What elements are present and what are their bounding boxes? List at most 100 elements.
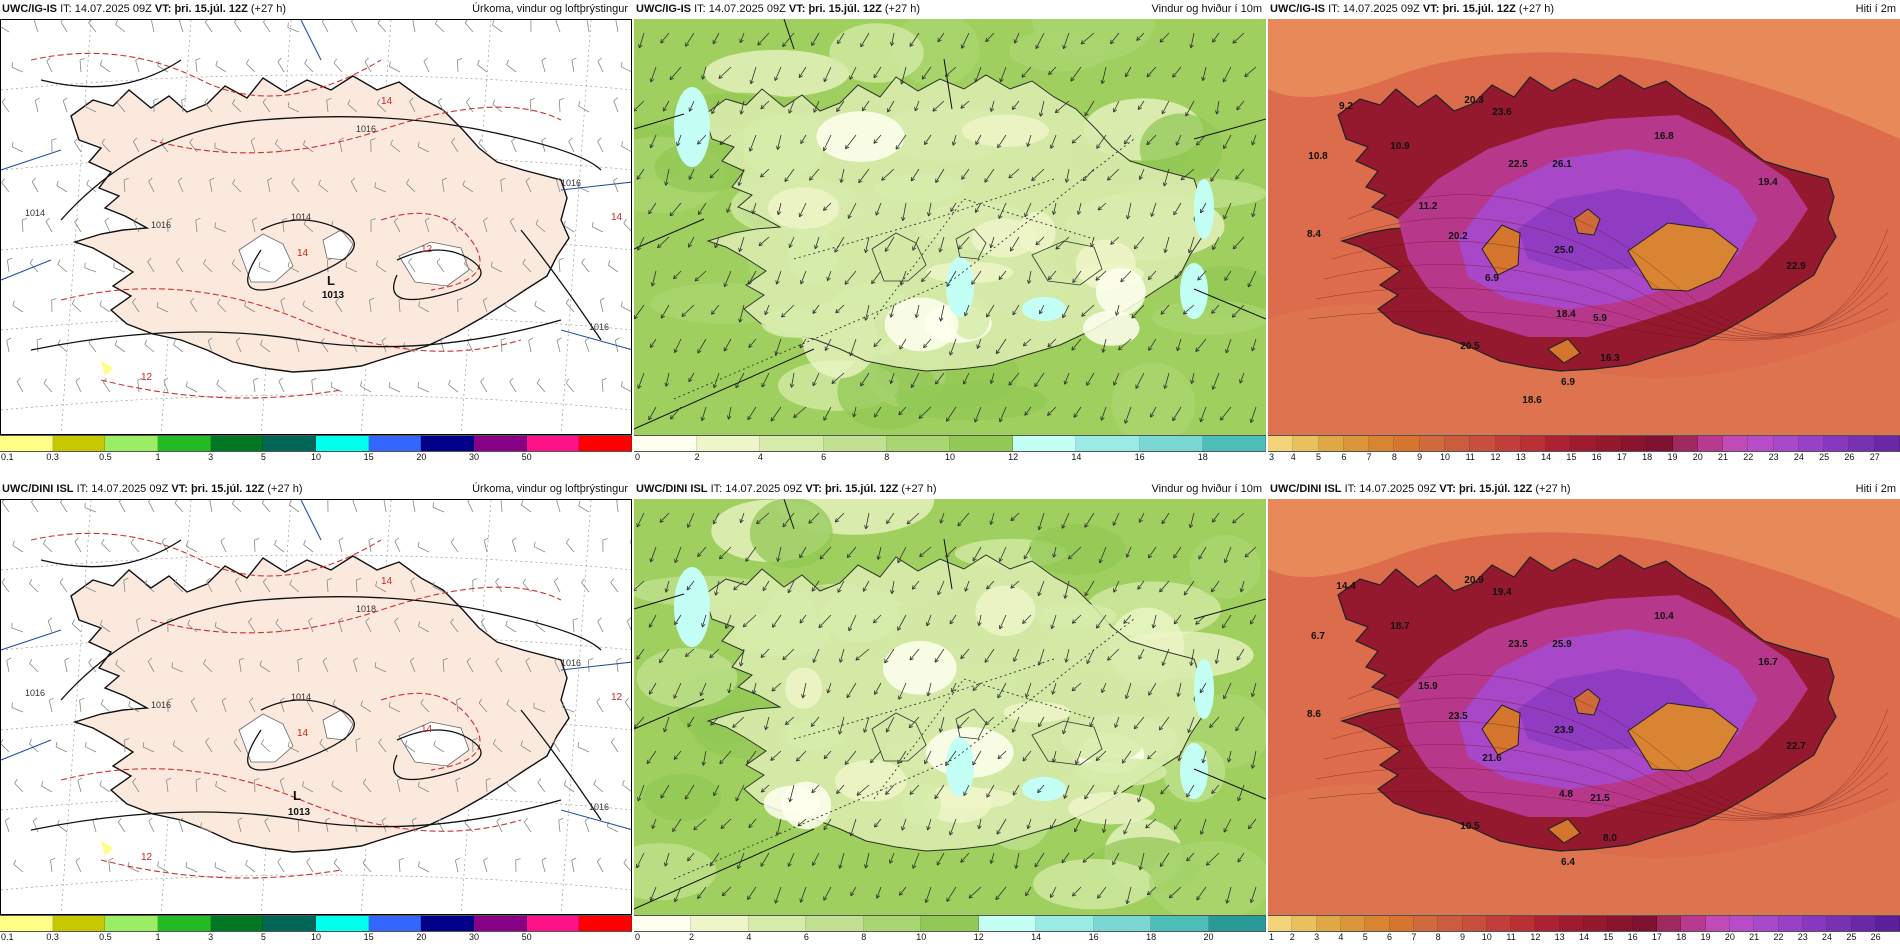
wind-barb-flag xyxy=(556,177,561,181)
wind-map[interactable] xyxy=(634,19,1266,435)
wind-arrow-head xyxy=(657,243,662,249)
wind-arrow xyxy=(1064,372,1070,385)
boundary-line xyxy=(300,20,322,61)
wind-arrow xyxy=(733,580,745,591)
isobar xyxy=(60,596,602,701)
wind-arrow-head xyxy=(900,80,905,85)
wind-arrow-head xyxy=(936,861,941,866)
precip-map[interactable]: 1018 1016 1016 1014 1016 1016 14 14 14 12 12 L 1013 xyxy=(0,499,632,915)
wind-arrow xyxy=(1159,716,1170,731)
wind-barb xyxy=(1,182,10,193)
wind-barb xyxy=(555,20,561,33)
wind-arrow-head xyxy=(945,552,950,558)
wind-arrow-head xyxy=(1186,792,1191,798)
wind-arrow xyxy=(865,304,870,321)
wind-speed-patch xyxy=(1095,268,1146,316)
wind-arrow xyxy=(853,406,857,418)
wind-barb-flag xyxy=(523,818,528,823)
wind-arrow xyxy=(1084,512,1095,528)
wind-barb xyxy=(246,63,256,73)
isobar xyxy=(392,729,482,781)
wind-arrow-head xyxy=(1110,240,1115,245)
wind-barb-flag xyxy=(49,697,54,701)
wind-arrow xyxy=(899,338,907,350)
wind-arrow xyxy=(1084,580,1095,597)
wind-barb xyxy=(238,660,242,673)
wind-arrow-head xyxy=(1232,244,1238,250)
wind-barb xyxy=(493,743,503,753)
wind-arrow xyxy=(1200,202,1207,214)
wind-barb-flag xyxy=(424,217,430,221)
wind-arrow-head xyxy=(852,412,857,418)
wind-barb-flag xyxy=(232,178,236,184)
temperature-value-label: 20.3 xyxy=(1464,95,1484,106)
wind-arrow xyxy=(808,512,820,524)
wind-map[interactable] xyxy=(634,499,1266,915)
wind-barb xyxy=(406,183,416,193)
wind-arrow xyxy=(1065,168,1070,183)
temp-map[interactable]: 14.4 6.7 18.7 20.9 19.4 23.5 25.9 10.4 16.7 8.6 15… xyxy=(1268,499,1900,915)
lead-time: (+27 h) xyxy=(1518,3,1555,15)
colorbar-tick-label: 16 xyxy=(1627,932,1638,942)
wind-barb xyxy=(261,502,271,513)
temp-map[interactable]: 9.2 10.8 10.9 20.3 23.6 22.5 26.1 16.8 19.4 8.4 11… xyxy=(1268,19,1900,435)
low-pressure-value: 1013 xyxy=(288,807,311,818)
wind-barb-flag xyxy=(190,297,194,303)
wind-arrow xyxy=(738,168,745,186)
wind-arrow xyxy=(726,202,732,213)
wind-arrow xyxy=(914,100,920,112)
wind-barb xyxy=(608,264,619,273)
wind-barb xyxy=(556,180,561,193)
wind-arrow-head xyxy=(960,44,965,49)
wind-barb xyxy=(303,223,314,233)
precip-map[interactable]: 1016 1016 1014 1014 1016 1016 14 14 12 12 14 L 1013 xyxy=(0,19,632,435)
wind-arrow-head xyxy=(1249,898,1255,904)
wind-barb xyxy=(232,503,242,513)
wind-arrow-head xyxy=(721,891,727,897)
wind-arrow-head xyxy=(1189,661,1194,666)
wind-barb xyxy=(333,862,343,873)
wind-barb xyxy=(186,546,198,553)
wind-arrow-head xyxy=(909,656,914,661)
wind-barb xyxy=(1,743,10,753)
colorbar-tick-label: 0.5 xyxy=(99,452,112,462)
temperature-isoline xyxy=(380,692,481,771)
wind-barb-flag xyxy=(311,377,317,381)
wind-arrow-head xyxy=(1071,346,1076,351)
wind-arrow-head xyxy=(664,181,669,186)
wind-arrow xyxy=(799,202,807,218)
wind-arrow-head xyxy=(799,619,804,624)
wind-arrow-head xyxy=(974,418,979,423)
wind-barb xyxy=(383,500,387,513)
wind-barb xyxy=(99,785,111,793)
wind-barb-flag xyxy=(578,101,581,107)
wind-arrow-head xyxy=(926,826,931,831)
wind-arrow-head xyxy=(997,754,1002,760)
wind-arrow-head xyxy=(649,896,654,902)
wind-arrow-head xyxy=(972,761,977,766)
colorbar-tick-label: 0.3 xyxy=(46,932,59,942)
wind-barb xyxy=(74,141,82,153)
wind-barb-flag xyxy=(332,699,336,705)
wind-barb-flag xyxy=(206,577,211,582)
colorbar-swatch xyxy=(1773,436,1799,451)
wind-arrow xyxy=(740,512,745,524)
colorbar-swatch xyxy=(1535,916,1560,931)
wind-arrow xyxy=(1137,784,1145,803)
wind-arrow xyxy=(812,304,820,314)
wind-barb-flag xyxy=(369,297,375,301)
wind-barb xyxy=(288,746,300,753)
colorbar-tick-label: 7 xyxy=(1366,452,1372,462)
wind-barb xyxy=(251,220,256,233)
colorbar-tick-label: 6 xyxy=(803,932,809,942)
wind-barb xyxy=(322,660,329,673)
wind-arrow-head xyxy=(739,38,744,44)
wind-arrow-head xyxy=(742,622,748,628)
wind-arrow-head xyxy=(814,244,819,250)
colorbar-swatch xyxy=(0,436,53,451)
vt-label: VT: xyxy=(171,483,188,495)
colorbar-swatch xyxy=(1608,916,1633,931)
wind-barb xyxy=(32,820,39,833)
wind-barb-flag xyxy=(203,658,207,664)
wind-speed-patch xyxy=(1069,727,1143,763)
